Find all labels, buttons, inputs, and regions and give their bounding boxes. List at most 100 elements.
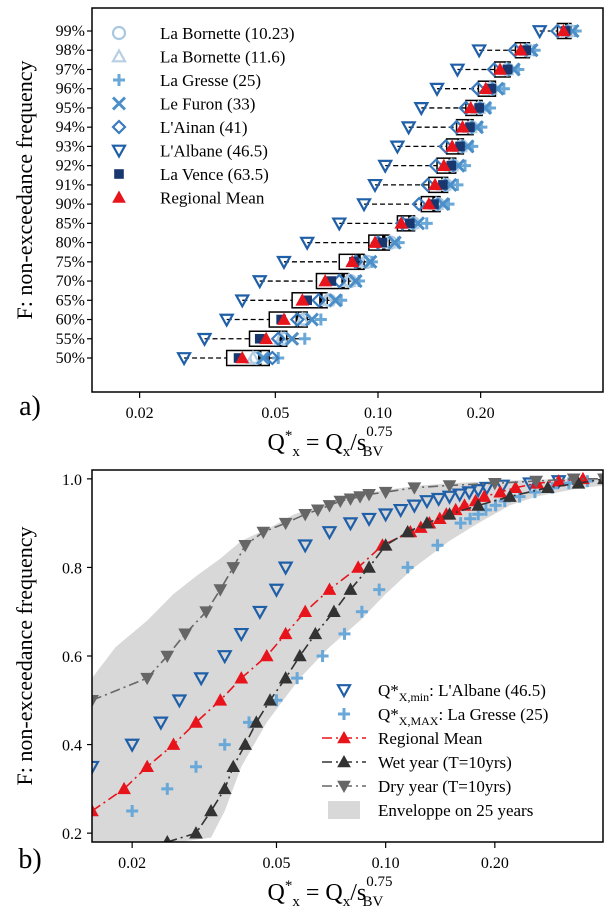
point-Wet year (T=10yrs) <box>226 759 241 773</box>
x-axis-label-part: BV <box>362 444 383 460</box>
x-axis-label-part: Q <box>268 880 285 906</box>
point-L'Albane (46.5)-92% <box>377 159 394 174</box>
point-La Gresse (25)-85% <box>420 217 433 230</box>
legend-label-Le Furon (33): Le Furon (33) <box>160 95 255 114</box>
point-Dry year (T=10yrs) <box>298 508 313 522</box>
y-tick-label-1.0: 1.0 <box>62 472 82 489</box>
point-La Vence (63.5)-70% <box>326 276 337 286</box>
point-Regional Mean-96% <box>478 81 493 95</box>
point-Wet year (T=10yrs) <box>378 538 393 551</box>
point-Dry year (T=10yrs) <box>256 526 271 540</box>
x-axis-label-part: x <box>292 894 300 910</box>
point-Q*X,min: L'Albane (46.5) <box>268 583 285 598</box>
legend-label-sub: X,MAX <box>399 714 439 728</box>
legend-label-part: Q* <box>378 705 399 724</box>
point-Wet year (T=10yrs) <box>400 524 415 538</box>
legend-marker-Regional Mean <box>112 190 126 203</box>
y-tick-label-50%: 50% <box>56 350 85 367</box>
point-L'Albane (46.5)-90% <box>356 198 372 213</box>
y-tick-label-75%: 75% <box>56 254 85 271</box>
point-Wet year (T=10yrs) <box>540 480 555 494</box>
legend-label-part: Regional Mean <box>378 729 483 748</box>
legend-label-La Bornette (10.23): La Bornette (10.23) <box>160 24 295 43</box>
point-Regional Mean-65% <box>295 293 310 306</box>
point-Dry year (T=10yrs) <box>140 672 155 686</box>
legend-label-post: : La Gresse (25) <box>438 705 548 724</box>
plot-frame-a <box>91 7 604 393</box>
y-tick-label-55%: 55% <box>56 331 85 348</box>
point-Regional Mean-94% <box>455 120 470 133</box>
point-Dry year (T=10yrs) <box>343 493 358 506</box>
point-Q*X,min: L'Albane (46.5) <box>470 484 487 499</box>
point-Dry year (T=10yrs) <box>442 480 457 493</box>
y-tick-label-0.8: 0.8 <box>62 560 82 577</box>
x-axis-label-part: * <box>285 428 293 444</box>
x-axis-label-part: = Q <box>300 430 343 456</box>
y-tick-label-99%: 99% <box>56 23 85 40</box>
point-Le Furon (33)-65% <box>328 293 343 308</box>
point-Wet year (T=10yrs) <box>263 693 277 706</box>
legend-label-Regional Mean: Regional Mean <box>160 189 265 208</box>
point-Wet year (T=10yrs) <box>217 781 232 795</box>
point-L'Ainan (41)-50% <box>264 350 280 366</box>
point-Q*X,MAX: La Gresse (25) <box>373 583 386 596</box>
point-Le Furon (33)-50% <box>255 350 271 366</box>
point-Regional Mean-70% <box>318 274 333 287</box>
point-Regional Mean <box>493 485 508 498</box>
y-tick-label-94%: 94% <box>56 119 85 136</box>
point-Regional Mean <box>140 759 155 773</box>
y-tick-label-85%: 85% <box>56 215 85 232</box>
point-Wet year (T=10yrs) <box>292 648 307 662</box>
point-Wet year (T=10yrs) <box>420 516 434 529</box>
point-L'Albane (46.5)-55% <box>196 332 213 348</box>
point-Regional Mean <box>117 781 131 795</box>
panel-b: 0.20.40.60.81.00.02 0.05 0.10 0.20Q*X,min: … <box>12 469 604 910</box>
point-L'Albane (46.5)-94% <box>400 121 417 136</box>
legend-label-Q*X,MAX: La Gresse (25): Q*X,MAX: La Gresse (25) <box>378 705 548 728</box>
point-Regional Mean-93% <box>445 139 460 152</box>
point-Dry year (T=10yrs) <box>278 517 293 531</box>
x-axis-label-part: = Q <box>300 880 343 906</box>
y-tick-label-91%: 91% <box>56 177 85 194</box>
panel-label-b: b) <box>18 844 41 875</box>
legend-label-La Gresse (25): La Gresse (25) <box>160 71 261 90</box>
series-Wet year (T=10yrs) <box>163 473 603 842</box>
point-Dry year (T=10yrs) <box>407 482 422 495</box>
point-La Vence (63.5)-97% <box>502 64 513 75</box>
point-Q*X,MAX: La Gresse (25) <box>454 517 467 530</box>
x-tick-label-b-0.10: 0.10 <box>372 855 400 872</box>
point-Regional Mean <box>298 604 313 618</box>
point-La Gresse (25)-55% <box>298 332 311 345</box>
legend-label-Wet year (T=10yrs): Wet year (T=10yrs) <box>378 753 512 772</box>
point-Q*X,MAX: La Gresse (25) <box>126 805 139 817</box>
point-L'Ainan (41)-65% <box>311 292 327 308</box>
point-Q*X,MAX: La Gresse (25) <box>218 738 231 751</box>
y-tick-label-60%: 60% <box>56 312 85 329</box>
point-L'Ainan (41)-90% <box>411 196 427 212</box>
legend-label-part: Dry year (T=10yrs) <box>378 777 511 796</box>
point-La Vence (63.5)-93% <box>455 141 465 152</box>
x-axis-label-part: 0.75 <box>366 424 392 440</box>
point-Le Furon (33)-90% <box>435 197 450 212</box>
series-Regional Mean <box>235 23 571 364</box>
point-L'Ainan (41)-55% <box>270 331 286 347</box>
point-Dry year (T=10yrs) <box>333 495 348 509</box>
x-tick-label-b-0.05: 0.05 <box>262 855 290 872</box>
point-L'Ainan (41)-91% <box>420 177 436 193</box>
point-L'Ainan (41)-96% <box>470 81 486 97</box>
point-Q*X,MAX: La Gresse (25) <box>464 512 477 525</box>
legend-marker-La Vence (63.5) <box>114 169 124 179</box>
point-Q*X,min: L'Albane (46.5) <box>522 477 538 492</box>
point-La Gresse (25)-60% <box>314 313 327 326</box>
x-tick-label-0.05: 0.05 <box>261 405 289 422</box>
point-La Bornette (11.6)-50% <box>245 349 261 364</box>
point-Dry year (T=10yrs) <box>310 504 325 517</box>
point-Wet year (T=10yrs) <box>278 671 293 684</box>
point-Q*X,min: L'Albane (46.5) <box>321 526 338 541</box>
legend-marker-Le Furon (33) <box>111 96 127 111</box>
legend-marker-Q*X,min: L'Albane (46.5) <box>336 684 352 699</box>
point-Wet year (T=10yrs) <box>442 507 457 520</box>
legend-label-L'Ainan (41): L'Ainan (41) <box>160 118 248 137</box>
x-axis-label-part: x <box>343 444 351 460</box>
point-Q*X,min: L'Albane (46.5) <box>392 503 409 519</box>
